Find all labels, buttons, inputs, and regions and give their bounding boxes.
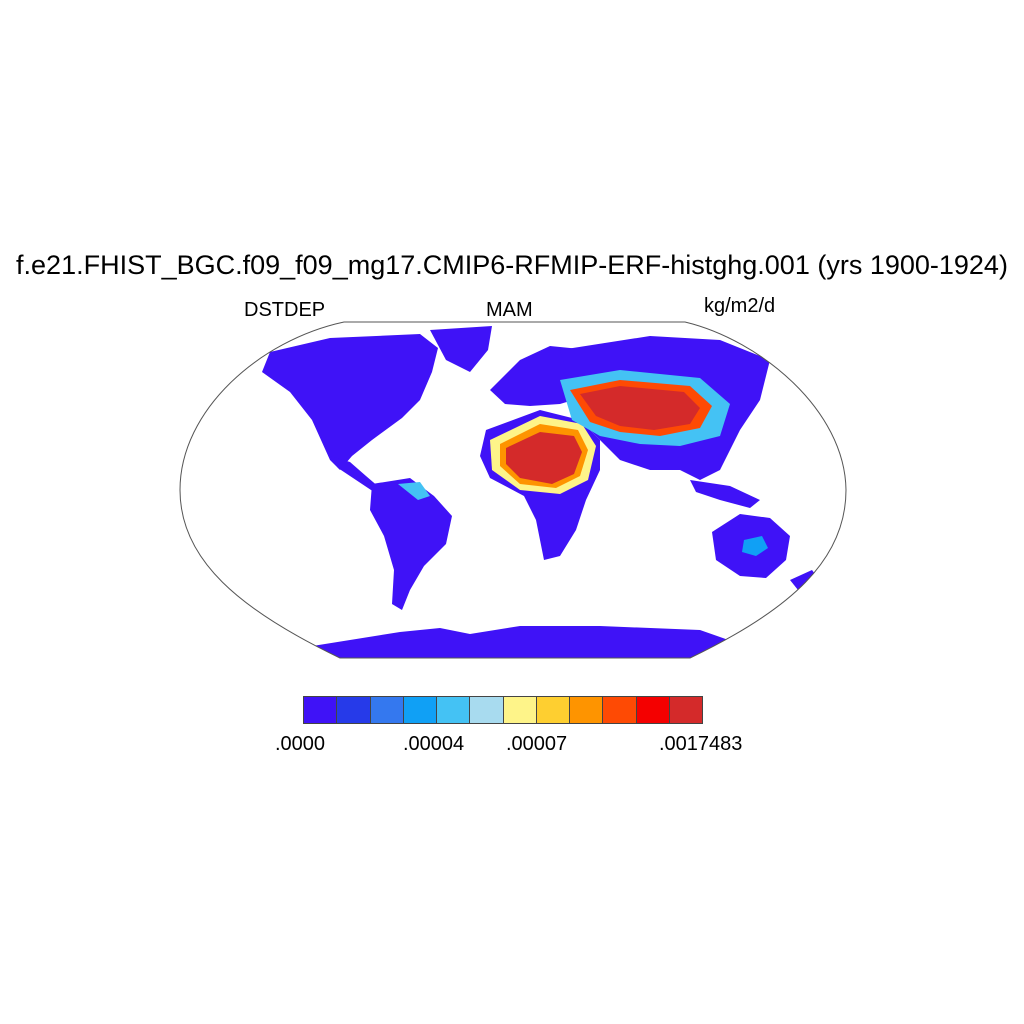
map-title: f.e21.FHIST_BGC.f09_f09_mg17.CMIP6-RFMIP… [16,250,1008,280]
colorbar-box [603,697,637,723]
colorbar [303,696,703,724]
land-central-america [330,456,380,492]
land-southeast-asia [690,480,760,508]
colorbar-box [437,697,471,723]
colorbar-box [570,697,604,723]
dust-australia [742,536,768,556]
units-label: kg/m2/d [704,295,776,317]
dust-south-america [398,482,430,500]
land-south-america [370,478,452,610]
colorbar-label-min: .0000 [275,733,326,755]
dust-sahara-core [506,432,582,484]
colorbar-box [536,697,570,723]
colorbar-box [304,697,338,723]
colorbar-label-2: .00004 [403,733,465,755]
colorbar-box [669,697,702,723]
colorbar-label-3: .00007 [506,733,568,755]
land-greenland [430,326,492,372]
colorbar-box [403,697,437,723]
colorbar-label-max: .0017483 [659,733,743,755]
land-new-zealand [790,570,818,590]
colorbar-box [636,697,670,723]
land-antarctica [300,626,740,658]
colorbar-box [337,697,371,723]
land-north-america [262,334,438,470]
colorbar-box [470,697,504,723]
dust-asia-core [580,386,700,430]
season-label: MAM [486,299,533,321]
colorbar-box [503,697,537,723]
globe-outline [179,321,847,659]
variable-label: DSTDEP [244,299,326,321]
colorbar-box [370,697,404,723]
